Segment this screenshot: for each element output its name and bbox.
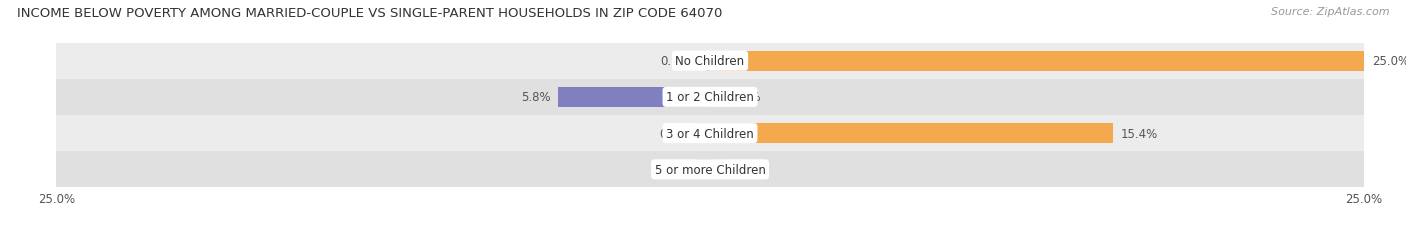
Text: No Children: No Children (675, 55, 745, 68)
Bar (710, 88, 723, 107)
Text: 3 or 4 Children: 3 or 4 Children (666, 127, 754, 140)
Text: 15.4%: 15.4% (1121, 127, 1159, 140)
Bar (56, 79, 1364, 116)
Text: 0.0%: 0.0% (659, 127, 689, 140)
Bar (56, 116, 1364, 152)
Bar (710, 160, 723, 179)
Text: 0.17%: 0.17% (661, 55, 697, 68)
Text: 5 or more Children: 5 or more Children (655, 163, 765, 176)
Text: 1 or 2 Children: 1 or 2 Children (666, 91, 754, 104)
Text: 25.0%: 25.0% (1372, 55, 1406, 68)
Bar (706, 52, 710, 71)
Text: 0.0%: 0.0% (731, 163, 761, 176)
Text: 0.0%: 0.0% (731, 91, 761, 104)
Bar (697, 124, 710, 143)
Bar (56, 43, 1364, 79)
Text: Source: ZipAtlas.com: Source: ZipAtlas.com (1271, 7, 1389, 17)
Bar (710, 52, 1364, 71)
Bar (56, 152, 1364, 188)
Text: 5.8%: 5.8% (520, 91, 551, 104)
Text: 0.0%: 0.0% (659, 163, 689, 176)
Bar (558, 88, 710, 107)
Bar (697, 160, 710, 179)
Text: INCOME BELOW POVERTY AMONG MARRIED-COUPLE VS SINGLE-PARENT HOUSEHOLDS IN ZIP COD: INCOME BELOW POVERTY AMONG MARRIED-COUPL… (17, 7, 723, 20)
Bar (710, 124, 1112, 143)
